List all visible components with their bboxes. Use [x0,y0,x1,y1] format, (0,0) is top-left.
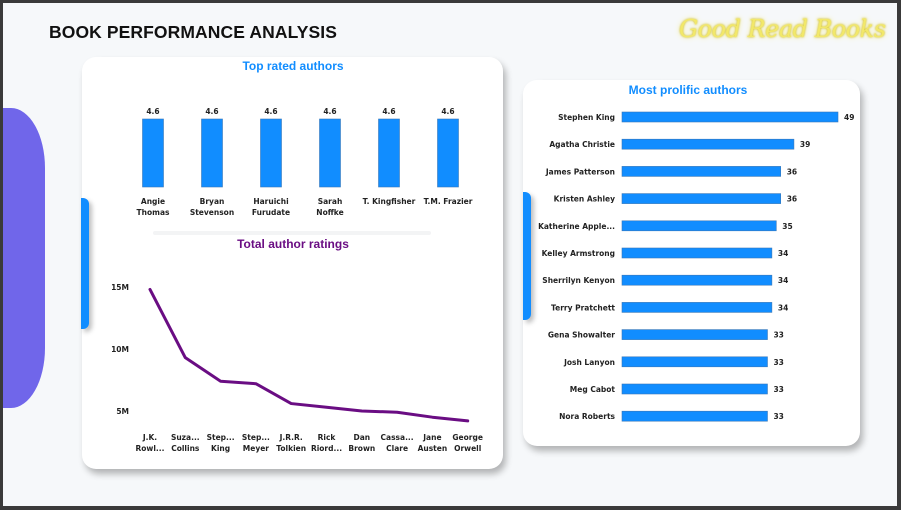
prolific-category-label: Josh Lanyon [563,358,615,367]
ratings-line [148,287,470,423]
top-rated-category-label: Thomas [137,208,170,217]
top-rated-data-label: 4.6 [441,107,454,116]
top-rated-data-label: 4.6 [382,107,395,116]
x-axis-tick-label: Cassa... [381,433,414,442]
prolific-data-label: 33 [773,385,783,394]
x-axis-tick-label: J.K. [142,433,157,442]
x-axis-tick-label: George [452,433,483,442]
page-title: BOOK PERFORMANCE ANALYSIS [49,22,338,42]
top-rated-category-label: Bryan [200,197,225,206]
top-rated-bar [319,118,341,188]
top-rated-category-label: T.M. Frazier [424,197,473,206]
x-axis-tick-label: Jane [422,433,441,442]
y-axis-tick-label: 10M [111,345,129,354]
x-axis-tick-label: Step... [242,433,270,442]
top-rated-bar [142,118,164,188]
x-axis-tick-label: Dan [353,433,370,442]
top-rated-category-label: Angie [141,197,165,206]
top-rated-bar [378,118,400,188]
top-rated-data-label: 4.6 [205,107,218,116]
prolific-bar [621,138,795,150]
left-accent-tab[interactable] [81,198,89,329]
prolific-data-label: 34 [778,276,788,285]
top-rated-category-label: Stevenson [190,208,234,217]
brand-logo: Good Read Books [679,15,886,43]
chart-divider [153,231,431,235]
right-accent-tab[interactable] [523,192,531,320]
prolific-category-label: Sherrilyn Kenyon [542,276,615,285]
top-rated-data-label: 4.6 [264,107,277,116]
top-rated-category-label: Noffke [316,208,343,217]
prolific-category-label: Meg Cabot [570,385,616,394]
prolific-category-label: Kristen Ashley [554,195,615,204]
x-axis-tick-label: Meyer [243,444,270,453]
x-axis-tick-label: Collins [171,444,200,453]
prolific-category-label: Stephen King [558,113,615,122]
prolific-bar [621,302,773,313]
x-axis-tick-label: Brown [348,444,375,453]
x-axis-tick-label: Rick [318,433,337,442]
prolific-bar [621,111,839,123]
top-rated-bar [201,118,223,188]
top-rated-title: Top rated authors [242,59,344,73]
prolific-category-label: James Patterson [545,167,615,176]
side-decoration [3,108,45,408]
x-axis-tick-label: Step... [207,433,235,442]
x-axis-tick-label: Clare [386,444,408,453]
prolific-data-label: 35 [782,222,792,231]
dashboard-canvas: BOOK PERFORMANCE ANALYSIS Good Read Book… [3,3,897,506]
x-axis-tick-label: Rowl... [136,444,165,453]
y-axis-tick-label: 15M [111,283,129,292]
top-rated-chart: 4.6 Angie Thomas 4.6 Bryan Stevenson 4.6 Haruic… [111,107,854,453]
prolific-category-label: Terry Pratchett [551,303,615,312]
prolific-data-label: 33 [773,412,783,421]
prolific-bar [621,166,781,177]
prolific-data-label: 34 [778,303,788,312]
top-rated-category-label: Sarah [318,197,343,206]
prolific-data-label: 36 [787,195,797,204]
top-rated-category-label: Haruichi [253,197,288,206]
prolific-bar [621,247,773,259]
prolific-title: Most prolific authors [628,83,748,97]
top-rated-bar [437,118,459,188]
x-axis-tick-label: J.R.R. [279,433,303,442]
x-axis-tick-label: Riord... [311,444,342,453]
x-axis-tick-label: Austen [418,444,448,453]
prolific-bar [621,274,773,286]
prolific-data-label: 34 [778,249,788,258]
prolific-data-label: 49 [844,113,854,122]
prolific-data-label: 36 [787,167,797,176]
prolific-data-label: 33 [773,331,783,340]
prolific-category-label: Nora Roberts [559,412,615,421]
y-axis-tick-label: 5M [116,407,129,416]
x-axis-tick-label: King [211,444,230,453]
top-rated-category-label: T. Kingfisher [363,197,416,206]
prolific-bar [621,329,768,340]
prolific-bar [621,356,768,368]
prolific-bar [621,383,768,395]
prolific-data-label: 33 [773,358,783,367]
top-rated-data-label: 4.6 [146,107,159,116]
prolific-category-label: Agatha Christie [549,140,615,149]
prolific-category-label: Katherine Apple... [538,222,615,231]
x-axis-tick-label: Tolkien [276,444,306,453]
prolific-category-label: Gena Showalter [548,331,615,340]
x-axis-tick-label: Orwell [454,444,481,453]
prolific-bar [621,410,768,422]
x-axis-tick-label: Suza... [171,433,200,442]
top-rated-category-label: Furudate [252,208,290,217]
prolific-bar [621,220,777,232]
top-rated-data-label: 4.6 [323,107,336,116]
prolific-bar [621,193,781,204]
total-ratings-title: Total author ratings [237,237,349,251]
prolific-category-label: Kelley Armstrong [542,249,615,258]
top-rated-bar [260,118,282,188]
prolific-data-label: 39 [800,140,810,149]
